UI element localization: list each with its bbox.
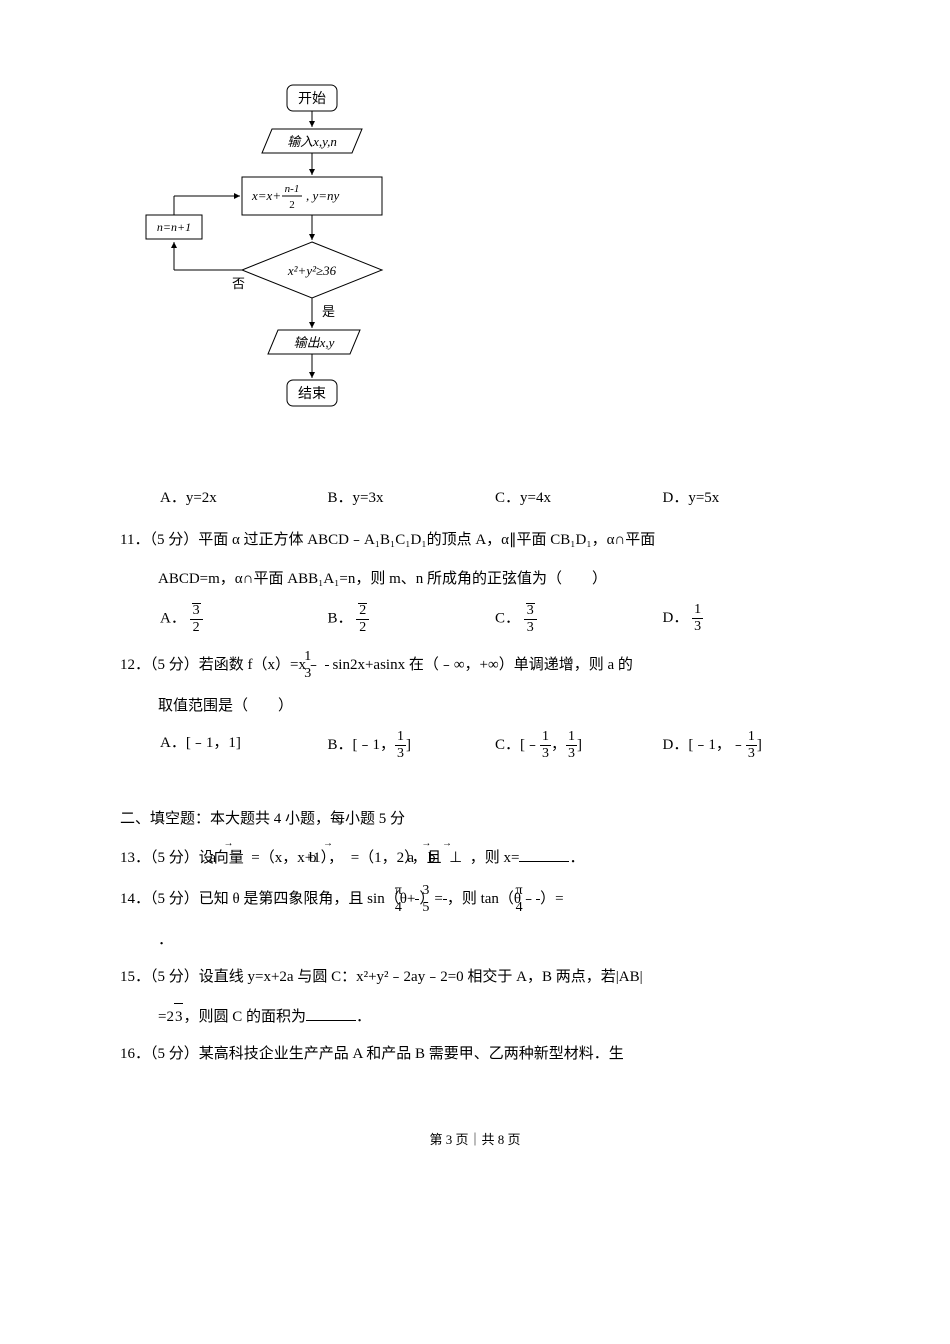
q12-line2: 取值范围是（ ） [158,693,830,720]
q12-c-label: C．[﹣ [495,737,540,753]
flow-start: 开始 [298,91,326,107]
flow-increment: n=n+1 [157,220,191,234]
section-2-title: 二、填空题：本大题共 4 小题，每小题 5 分 [120,806,830,833]
q12-option-d: D．[﹣1，﹣13] [663,730,831,761]
q10-options: A．y=2x B．y=3x C．y=4x D．y=5x [160,485,830,512]
flowchart-diagram: 开始 输入x,y,n x=x+ n-1 2 , y=ny n=n+1 x²+y²… [140,80,830,460]
q11-option-d: D． 13 [663,603,831,635]
q12-d-label: D．[﹣1，﹣ [663,737,746,753]
q10-option-d: D．y=5x [663,485,831,512]
q11-line1: 11．（5 分）平面 α 过正方体 ABCD﹣A₁B₁C₁D₁的顶点 A，α∥平… [120,532,655,548]
q14-period: ． [158,927,830,954]
flow-end: 结束 [298,386,326,402]
svg-text:x=x+: x=x+ [251,188,281,203]
flowchart-svg: 开始 输入x,y,n x=x+ n-1 2 , y=ny n=n+1 x²+y²… [140,80,430,460]
q10-option-a: A．y=2x [160,485,328,512]
page-footer: 第 3 页｜共 8 页 [120,1128,830,1151]
q11-option-b: B． 22 [328,603,496,635]
flow-no: 否 [232,276,245,291]
flow-output: 输出x,y [294,335,335,350]
q11-option-c: C． 33 [495,603,663,635]
q15-line2-prefix: =2 [158,1009,174,1025]
q11-text: 11．（5 分）平面 α 过正方体 ABCD﹣A₁B₁C₁D₁的顶点 A，α∥平… [158,527,830,554]
q11-b-label: B． [328,610,353,626]
q16-text: 16．（5 分）某高科技企业生产产品 A 和产品 B 需要甲、乙两种新型材料．生 [158,1041,830,1068]
q14-suffix: ）= [540,891,563,907]
q12-c-mid: ， [551,737,566,753]
q12-c-close: ] [577,737,582,753]
q12-b-label: B．[﹣1， [328,737,396,753]
q12-suffix1: sin2x+asinx 在（﹣∞，+∞）单调递增，则 a 的 [332,657,632,673]
q13-mid1: =（x，x+1）， [251,850,343,866]
q12-option-a: A．[﹣1，1] [160,730,328,761]
flow-update-den: 2 [289,199,295,211]
q15-line2: =23，则圆 C 的面积为． [158,1003,830,1031]
q10-option-b: B．y=3x [328,485,496,512]
flow-update-num: n-1 [285,183,300,195]
q13-period: ． [569,850,584,866]
q14-mid2: ，则 tan（θ﹣ [447,891,536,907]
q13-prefix: 13．（5 分）设向量 [120,850,244,866]
q11-d-label: D． [663,610,689,626]
q15-period: ． [356,1009,371,1025]
q11-options: A． 32 B． 22 C． 33 D． 13 [160,603,830,635]
q12-prefix: 12．（5 分）若函数 f（x）=x﹣ [120,657,321,673]
q12-options: A．[﹣1，1] B．[﹣1，13] C．[﹣13，13] D．[﹣1，﹣13] [160,730,830,761]
q12-d-close: ] [757,737,762,753]
q15-line1: 15．（5 分）设直线 y=x+2a 与圆 C：x²+y²﹣2ay﹣2=0 相交… [158,964,830,991]
q14-prefix: 14．（5 分）已知 θ 是第四象限角，且 sin（θ+ [120,891,415,907]
flow-condition: x²+y²≥36 [287,263,337,278]
q12-option-c: C．[﹣13，13] [495,730,663,761]
q15-blank [306,1006,356,1021]
q12-option-b: B．[﹣1，13] [328,730,496,761]
q11-option-a: A． 32 [160,603,328,635]
q14-text: 14．（5 分）已知 θ 是第四象限角，且 sin（θ+π4）=35，则 tan… [158,884,830,915]
q11-a-label: A． [160,610,186,626]
flow-input: 输入x,y,n [287,134,337,149]
q13-blank [519,847,569,862]
q13-suffix: ，则 x= [470,850,520,866]
flow-yes: 是 [322,304,335,319]
flow-update-x-prefix: x=x+ [251,188,281,203]
q13-perp: ⊥ [449,850,462,866]
q12-text: 12．（5 分）若函数 f（x）=x﹣ 13 sin2x+asinx 在（﹣∞，… [158,650,830,681]
q11-line2: ABCD=m，α∩平面 ABB₁A₁=n，则 m、n 所成角的正弦值为（ ） [158,566,830,593]
q11-c-label: C． [495,610,520,626]
flow-update-y: , y=ny [306,188,340,203]
q12-b-close: ] [406,737,411,753]
q15-line2-suffix: ，则圆 C 的面积为 [183,1009,306,1025]
q10-option-c: C．y=4x [495,485,663,512]
q13-text: 13．（5 分）设向量 a =（x，x+1）， b =（1，2），且 a ⊥ b… [158,845,830,872]
